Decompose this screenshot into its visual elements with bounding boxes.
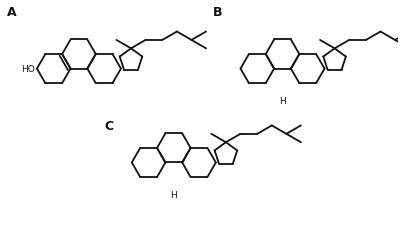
Text: H: H [279,97,286,106]
Text: H: H [170,191,177,200]
Text: HO: HO [21,65,35,74]
Text: A: A [7,6,17,19]
Text: B: B [213,6,222,19]
Text: C: C [104,120,113,133]
